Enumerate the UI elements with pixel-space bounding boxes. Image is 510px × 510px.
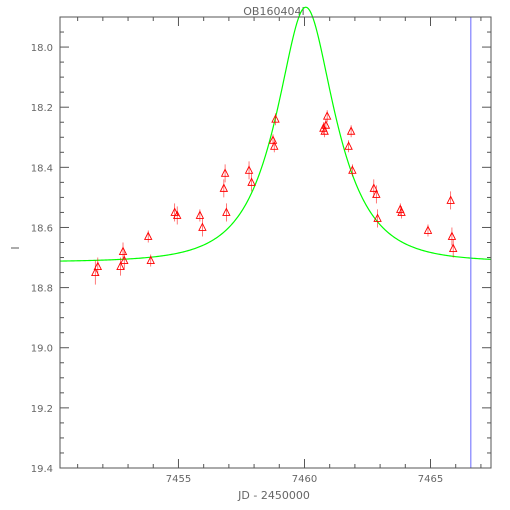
triangle-marker bbox=[93, 261, 103, 271]
data-point bbox=[116, 257, 125, 276]
data-point bbox=[219, 179, 229, 198]
triangle-marker bbox=[116, 261, 125, 271]
triangle-marker bbox=[372, 189, 381, 198]
y-tick-label: 18.0 bbox=[31, 43, 53, 54]
y-tick-label: 18.4 bbox=[31, 163, 53, 174]
y-tick-label: 19.2 bbox=[31, 404, 53, 415]
data-point bbox=[396, 203, 405, 216]
triangle-marker bbox=[373, 213, 382, 222]
triangle-marker bbox=[369, 183, 379, 192]
model-curve bbox=[59, 6, 492, 262]
data-point bbox=[344, 140, 353, 153]
data-point bbox=[270, 140, 279, 153]
data-point bbox=[198, 218, 207, 237]
y-tick-label: 19.4 bbox=[31, 464, 53, 475]
data-point bbox=[321, 119, 331, 132]
triangle-marker bbox=[348, 165, 357, 174]
triangle-marker bbox=[170, 207, 179, 216]
triangle-marker bbox=[219, 183, 229, 192]
data-point bbox=[143, 230, 153, 243]
data-point bbox=[348, 164, 357, 177]
triangle-marker bbox=[270, 141, 279, 150]
data-point bbox=[120, 251, 129, 270]
triangle-marker bbox=[346, 126, 356, 135]
data-point bbox=[369, 179, 379, 198]
triangle-marker bbox=[446, 195, 455, 204]
data-point bbox=[397, 206, 406, 219]
y-tick-label: 19.0 bbox=[31, 344, 53, 355]
x-tick-label: 7465 bbox=[418, 474, 443, 485]
model-curve-layer bbox=[59, 6, 492, 262]
y-axis-title: I bbox=[9, 246, 22, 249]
y-tick-label: 18.8 bbox=[31, 284, 53, 295]
triangle-marker bbox=[321, 120, 331, 129]
triangle-marker bbox=[172, 210, 182, 219]
x-tick-label: 7455 bbox=[166, 474, 191, 485]
triangle-marker bbox=[423, 225, 433, 234]
triangle-marker bbox=[322, 111, 332, 120]
data-points-layer bbox=[91, 110, 458, 285]
triangle-marker bbox=[220, 168, 230, 177]
data-point bbox=[446, 191, 455, 210]
triangle-marker bbox=[244, 165, 254, 174]
triangle-marker bbox=[195, 210, 205, 219]
data-point bbox=[244, 161, 254, 180]
data-point bbox=[448, 239, 458, 258]
data-point bbox=[247, 173, 256, 192]
triangle-marker bbox=[397, 207, 406, 216]
triangle-marker bbox=[120, 255, 129, 264]
data-point bbox=[195, 209, 205, 222]
triangle-marker bbox=[271, 114, 280, 123]
data-point bbox=[322, 110, 332, 123]
data-point bbox=[222, 203, 231, 222]
triangle-marker bbox=[198, 222, 207, 231]
triangle-marker bbox=[447, 231, 457, 240]
x-axis-title: JD - 2450000 bbox=[237, 489, 310, 502]
triangle-marker bbox=[320, 126, 329, 135]
data-point bbox=[320, 125, 329, 138]
data-point bbox=[372, 185, 381, 204]
triangle-marker bbox=[344, 141, 353, 150]
triangle-marker bbox=[222, 207, 231, 216]
data-point bbox=[373, 209, 382, 228]
triangle-marker bbox=[118, 246, 128, 255]
triangle-marker bbox=[91, 267, 100, 277]
plot-frame bbox=[59, 16, 492, 469]
data-point bbox=[172, 206, 182, 225]
x-tick-label: 7460 bbox=[292, 474, 317, 485]
data-point bbox=[91, 260, 100, 285]
data-point bbox=[447, 227, 457, 246]
data-point bbox=[220, 164, 230, 183]
y-tick-label: 18.6 bbox=[31, 223, 53, 234]
triangle-marker bbox=[268, 135, 278, 144]
axis-ticks: 7455 7460 7465 18.0 18.2 18.4 18.6 18.8 19.0 19.2… bbox=[31, 17, 491, 485]
y-tick-label: 18.2 bbox=[31, 103, 53, 114]
chart-title: OB160404I bbox=[243, 5, 304, 18]
data-point bbox=[423, 224, 433, 237]
data-point bbox=[118, 242, 128, 261]
data-point bbox=[93, 257, 103, 276]
triangle-marker bbox=[448, 243, 458, 252]
triangle-marker bbox=[146, 255, 155, 264]
triangle-marker bbox=[247, 177, 256, 186]
triangle-marker bbox=[143, 231, 153, 240]
data-point bbox=[271, 113, 280, 126]
data-point bbox=[346, 125, 356, 138]
data-point bbox=[146, 254, 155, 267]
